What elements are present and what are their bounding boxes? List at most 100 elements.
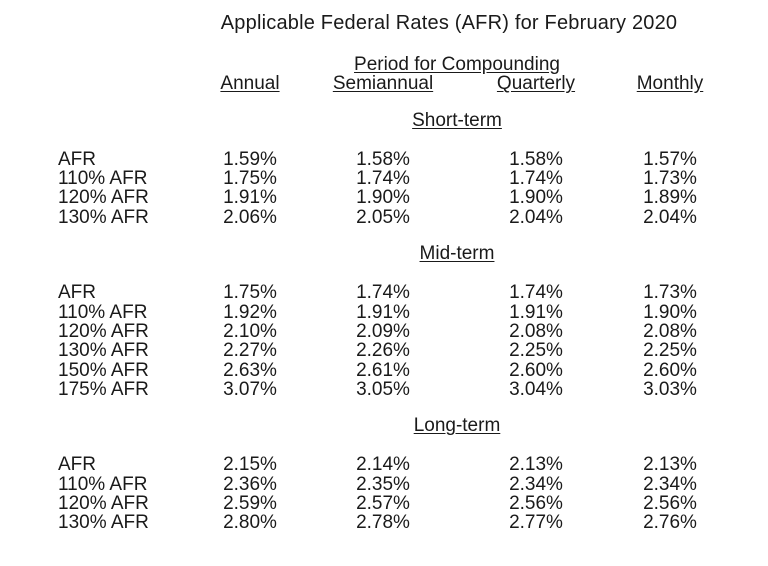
rate-value: 1.91%	[509, 301, 563, 323]
rate-value: 1.73%	[643, 282, 697, 304]
rate-value: 2.08%	[643, 320, 697, 342]
rate-value: 1.74%	[509, 282, 563, 304]
compounding-header-row: Period for Compounding	[58, 54, 724, 75]
table-row: 175% AFR 3.07% 3.05% 3.04% 3.03%	[58, 378, 724, 400]
rate-value: 2.56%	[643, 493, 697, 515]
row-label: 130% AFR	[58, 512, 149, 534]
rate-value: 2.09%	[356, 320, 410, 342]
rate-value: 2.35%	[356, 473, 410, 495]
section-heading-row: Long-term	[58, 415, 724, 437]
row-label: 110% AFR	[58, 301, 148, 323]
row-label: 150% AFR	[58, 359, 149, 381]
column-header-spacer	[58, 74, 190, 93]
rate-value: 2.25%	[509, 340, 563, 362]
row-label: 175% AFR	[58, 378, 149, 400]
rate-value: 2.08%	[509, 320, 563, 342]
column-header-monthly: Monthly	[636, 73, 704, 95]
rate-value: 1.92%	[223, 301, 277, 323]
rate-value: 1.57%	[643, 148, 697, 170]
rate-value: 2.57%	[356, 493, 410, 515]
section-heading-row: Short-term	[58, 109, 724, 131]
rate-value: 2.26%	[356, 340, 410, 362]
section-heading: Mid-term	[419, 243, 495, 265]
compounding-header: Period for Compounding	[354, 54, 560, 75]
rate-value: 2.60%	[643, 359, 697, 381]
table-row: 130% AFR 2.80% 2.78% 2.77% 2.76%	[58, 512, 724, 534]
rate-value: 2.76%	[643, 512, 697, 534]
rate-value: 2.63%	[223, 359, 277, 381]
row-label: 110% AFR	[58, 168, 148, 190]
rate-value: 1.91%	[223, 187, 277, 209]
rate-value: 1.91%	[356, 301, 410, 323]
table-row: AFR 1.59% 1.58% 1.58% 1.57%	[58, 148, 724, 170]
table-row: 130% AFR 2.27% 2.26% 2.25% 2.25%	[58, 340, 724, 362]
rate-value: 2.60%	[509, 359, 563, 381]
rate-value: 1.90%	[509, 187, 563, 209]
section-heading: Short-term	[412, 109, 502, 131]
rate-value: 2.10%	[223, 320, 277, 342]
row-label: 120% AFR	[58, 320, 149, 342]
rate-value: 1.90%	[356, 187, 410, 209]
rate-value: 3.05%	[356, 378, 410, 400]
rate-value: 2.25%	[643, 340, 697, 362]
row-label: 130% AFR	[58, 340, 149, 362]
rate-value: 1.74%	[509, 168, 563, 190]
rate-value: 2.34%	[643, 473, 697, 495]
rate-value: 2.77%	[509, 512, 563, 534]
rate-value: 2.78%	[356, 512, 410, 534]
row-label: AFR	[58, 282, 96, 304]
rate-value: 1.58%	[509, 148, 563, 170]
rate-value: 2.27%	[223, 340, 277, 362]
rate-value: 2.06%	[223, 206, 277, 228]
rate-value: 2.04%	[643, 206, 697, 228]
rate-value: 1.73%	[643, 168, 697, 190]
row-label: AFR	[58, 454, 96, 476]
section-heading-row: Mid-term	[58, 243, 724, 265]
rate-value: 1.74%	[356, 282, 410, 304]
table-row: 130% AFR 2.06% 2.05% 2.04% 2.04%	[58, 206, 724, 228]
rate-value: 2.61%	[356, 359, 410, 381]
rate-value: 1.90%	[643, 301, 697, 323]
row-label: 110% AFR	[58, 473, 148, 495]
table-row: AFR 2.15% 2.14% 2.13% 2.13%	[58, 454, 724, 476]
rate-value: 1.74%	[356, 168, 410, 190]
rate-value: 2.56%	[509, 493, 563, 515]
row-label: 120% AFR	[58, 493, 149, 515]
rate-value: 2.14%	[356, 454, 410, 476]
rate-value: 3.03%	[643, 378, 697, 400]
rate-value: 2.59%	[223, 493, 277, 515]
column-header-annual: Annual	[220, 73, 280, 95]
rate-value: 2.04%	[509, 206, 563, 228]
column-header-semiannual: Semiannual	[332, 73, 434, 95]
rate-value: 2.13%	[643, 454, 697, 476]
rate-value: 2.80%	[223, 512, 277, 534]
page-title: Applicable Federal Rates (AFR) for Febru…	[220, 12, 678, 34]
afr-table: Period for Compounding Annual Semiannual…	[58, 55, 724, 533]
rate-value: 2.13%	[509, 454, 563, 476]
rate-value: 1.75%	[223, 282, 277, 304]
rate-value: 1.75%	[223, 168, 277, 190]
table-row: AFR 1.75% 1.74% 1.74% 1.73%	[58, 282, 724, 304]
rate-value: 2.05%	[356, 206, 410, 228]
column-header-quarterly: Quarterly	[496, 73, 576, 95]
rate-value: 3.07%	[223, 378, 277, 400]
sections-container: Short-term AFR 1.59% 1.58% 1.58% 1.57% 110% AF…	[58, 109, 724, 534]
table-row: 150% AFR 2.63% 2.61% 2.60% 2.60%	[58, 359, 724, 381]
table-row: 120% AFR 1.91% 1.90% 1.90% 1.89%	[58, 187, 724, 209]
table-row: 120% AFR 2.10% 2.09% 2.08% 2.08%	[58, 320, 724, 342]
rate-value: 1.59%	[223, 148, 277, 170]
table-row: 110% AFR 1.92% 1.91% 1.91% 1.90%	[58, 301, 724, 323]
table-row: 120% AFR 2.59% 2.57% 2.56% 2.56%	[58, 493, 724, 515]
rate-value: 3.04%	[509, 378, 563, 400]
column-header-row: Annual Semiannual Quarterly Monthly	[58, 73, 724, 95]
section-heading: Long-term	[413, 415, 501, 437]
rate-value: 2.34%	[509, 473, 563, 495]
row-label: 130% AFR	[58, 206, 149, 228]
rate-value: 2.36%	[223, 473, 277, 495]
rate-value: 1.58%	[356, 148, 410, 170]
table-row: 110% AFR 2.36% 2.35% 2.34% 2.34%	[58, 473, 724, 495]
row-label: 120% AFR	[58, 187, 149, 209]
rate-value: 1.89%	[643, 187, 697, 209]
table-row: 110% AFR 1.75% 1.74% 1.74% 1.73%	[58, 168, 724, 190]
